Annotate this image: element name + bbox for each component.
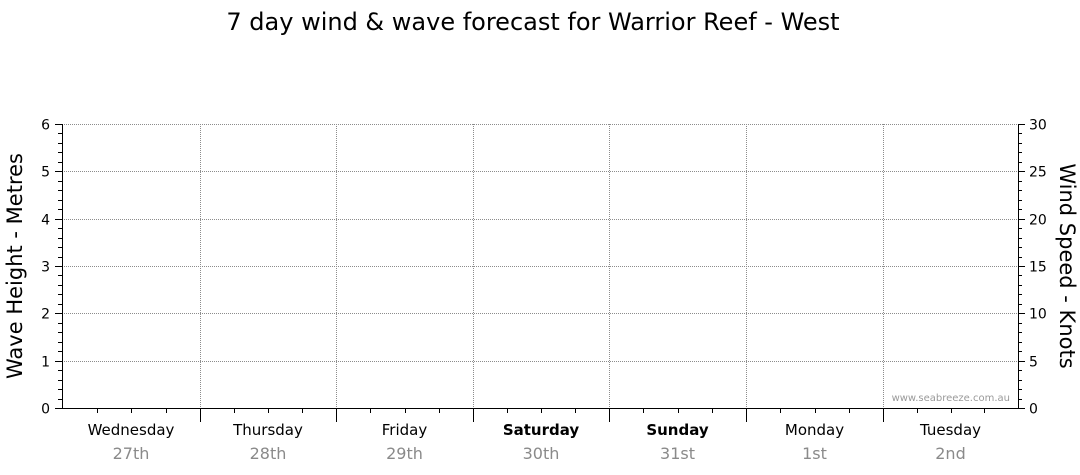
right-axis-ticks: 0 5 10 15 20 25 30: [1018, 118, 1047, 418]
right-tick-label: 10: [1029, 307, 1047, 323]
day-date-label: 27th: [113, 444, 150, 463]
left-tick-label: 4: [41, 213, 50, 229]
day-date-label: 2nd: [935, 444, 965, 463]
right-tick-label: 15: [1029, 260, 1047, 276]
day-name-label: Wednesday: [88, 421, 175, 439]
left-tick-label: 0: [41, 402, 50, 418]
left-tick-label: 5: [41, 165, 50, 181]
day-name-label: Tuesday: [919, 421, 981, 439]
left-tick-label: 3: [41, 260, 50, 276]
day-labels: Wednesday 27th Thursday 28th Friday 29th Satur…: [88, 421, 982, 463]
grid-layer: [62, 124, 1018, 408]
right-axis-title: Wind Speed - Knots: [1055, 163, 1079, 368]
day-name-label: Saturday: [503, 421, 580, 439]
left-tick-label: 1: [41, 355, 50, 371]
left-axis-ticks: 0 1 2 3 4 5 6: [41, 118, 62, 418]
left-tick-label: 6: [41, 118, 50, 134]
day-date-label: 29th: [386, 444, 423, 463]
day-name-label: Sunday: [646, 421, 709, 439]
right-tick-label: 25: [1029, 165, 1047, 181]
axes-layer: [62, 124, 1019, 422]
left-tick-label: 2: [41, 307, 50, 323]
right-tick-label: 30: [1029, 118, 1047, 134]
right-tick-label: 5: [1029, 355, 1038, 371]
chart-title: 7 day wind & wave forecast for Warrior R…: [226, 8, 839, 36]
day-name-label: Friday: [382, 421, 428, 439]
day-date-label: 28th: [250, 444, 287, 463]
day-date-label: 31st: [660, 444, 695, 463]
left-axis-title: Wave Height - Metres: [3, 153, 27, 379]
right-tick-label: 0: [1029, 402, 1038, 418]
day-name-label: Monday: [785, 421, 844, 439]
day-date-label: 1st: [802, 444, 827, 463]
day-name-label: Thursday: [232, 421, 303, 439]
right-tick-label: 20: [1029, 213, 1047, 229]
watermark-text: www.seabreeze.com.au: [892, 393, 1010, 404]
day-date-label: 30th: [523, 444, 560, 463]
